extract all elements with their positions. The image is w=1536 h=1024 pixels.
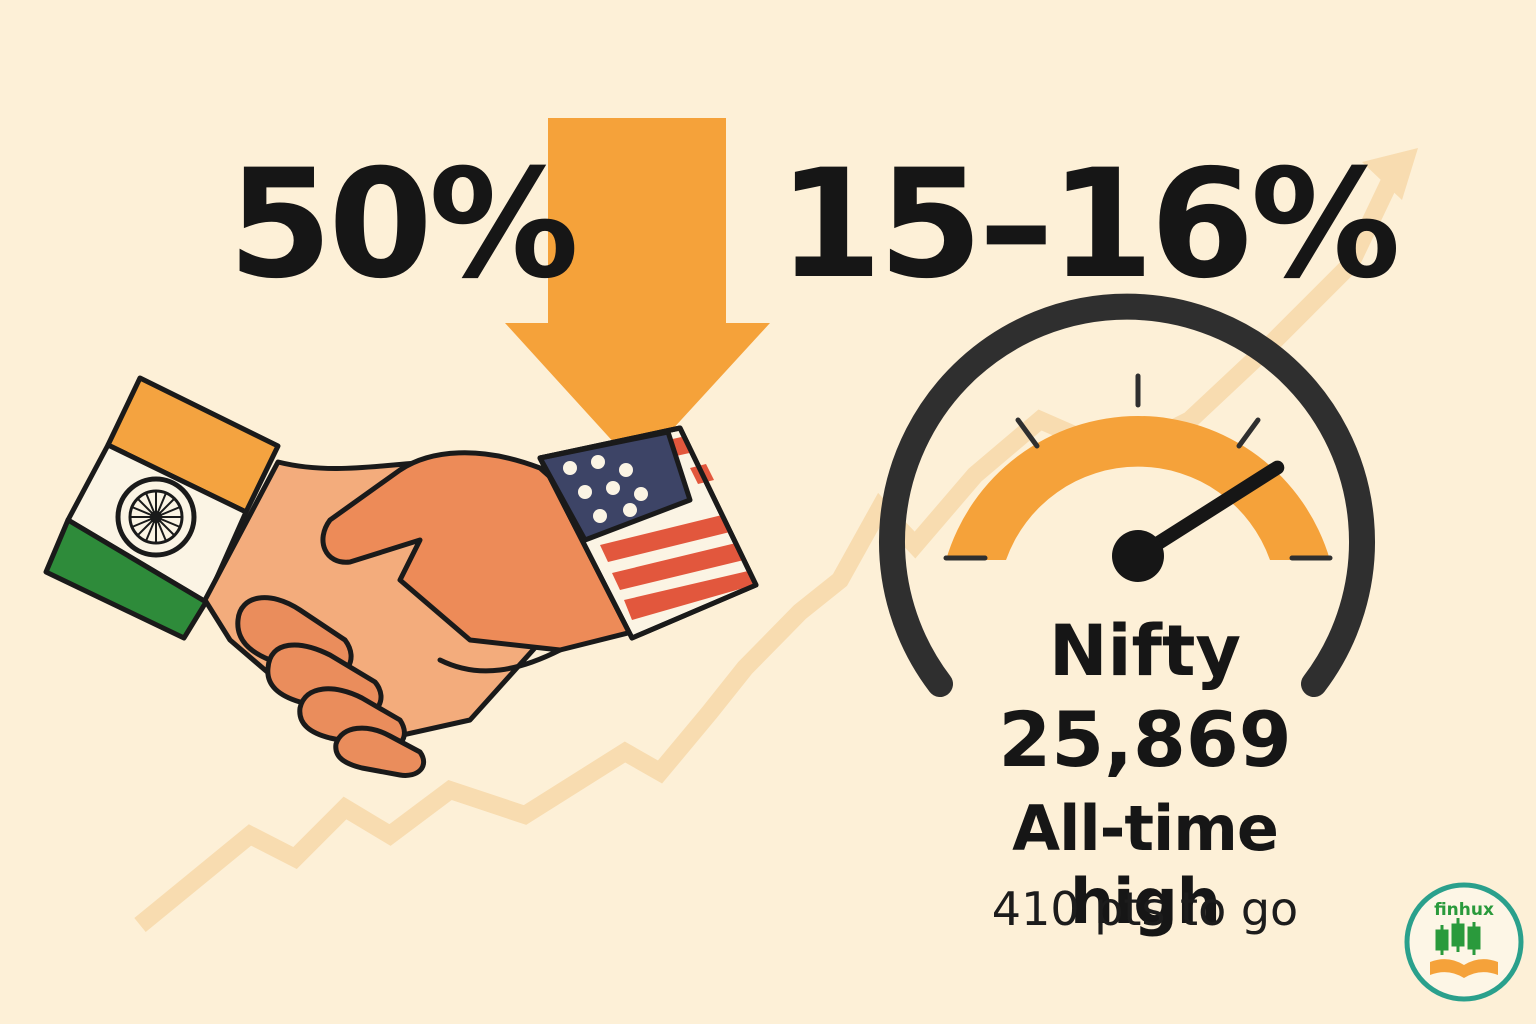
handshake-icon <box>46 378 756 775</box>
tariff-percentage-left: 50% <box>228 150 575 300</box>
tariff-percentage-right: 15–16% <box>778 150 1397 300</box>
brand-logo-text: finhux <box>1414 900 1514 920</box>
index-name: Nifty <box>940 610 1350 692</box>
index-value: 25,869 <box>940 695 1350 784</box>
index-remaining: 410 pts to go <box>940 882 1350 936</box>
